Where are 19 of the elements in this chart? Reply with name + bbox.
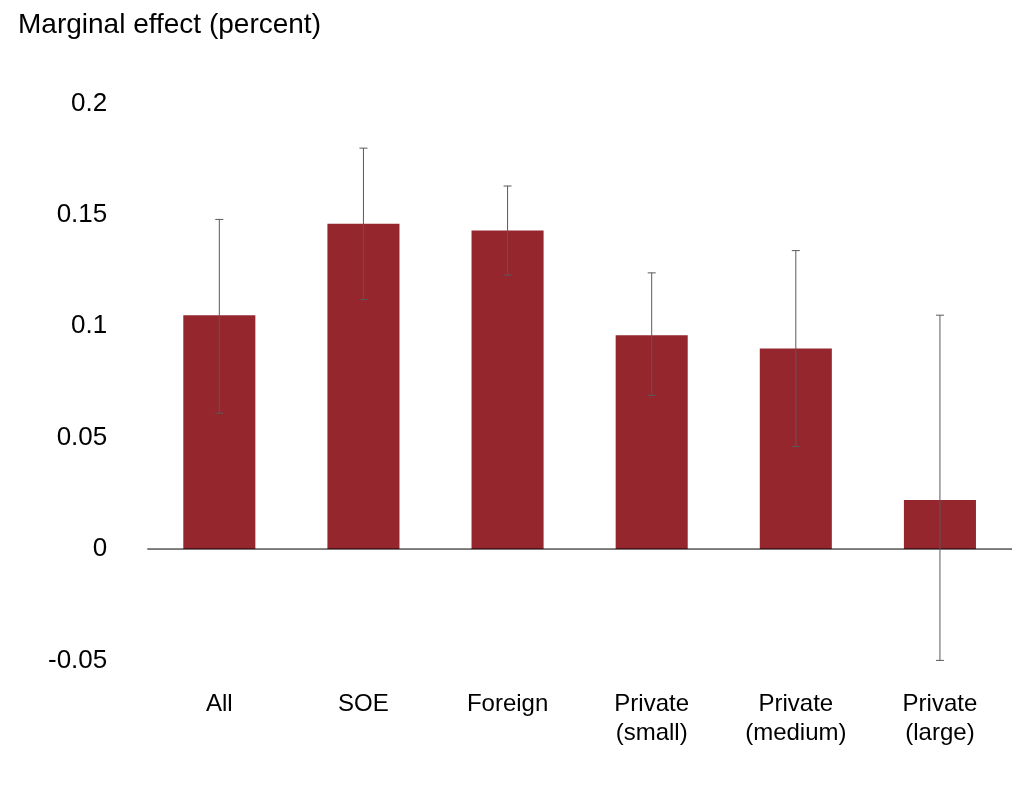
y-tick-label: -0.05 [48, 643, 108, 674]
bar [327, 223, 400, 550]
x-tick-label: Private (small) [614, 689, 690, 746]
x-tick-label: Private (large) [902, 689, 978, 746]
bar [471, 230, 544, 550]
y-tick-label: 0.1 [71, 309, 108, 340]
x-tick-label: Foreign [466, 689, 549, 717]
x-tick-label: SOE [338, 689, 389, 717]
y-axis-title: Marginal effect (percent) [18, 8, 322, 41]
x-tick-label: All [205, 689, 233, 717]
bar [903, 500, 976, 550]
bar [183, 315, 256, 550]
bar [615, 335, 688, 550]
x-tick-label: Private (medium) [745, 689, 847, 746]
y-tick-label: 0.2 [71, 86, 108, 117]
bar [759, 348, 832, 550]
y-tick-label: 0.15 [56, 198, 108, 229]
y-tick-label: 0.05 [56, 420, 108, 451]
y-tick-label: 0 [92, 532, 108, 563]
